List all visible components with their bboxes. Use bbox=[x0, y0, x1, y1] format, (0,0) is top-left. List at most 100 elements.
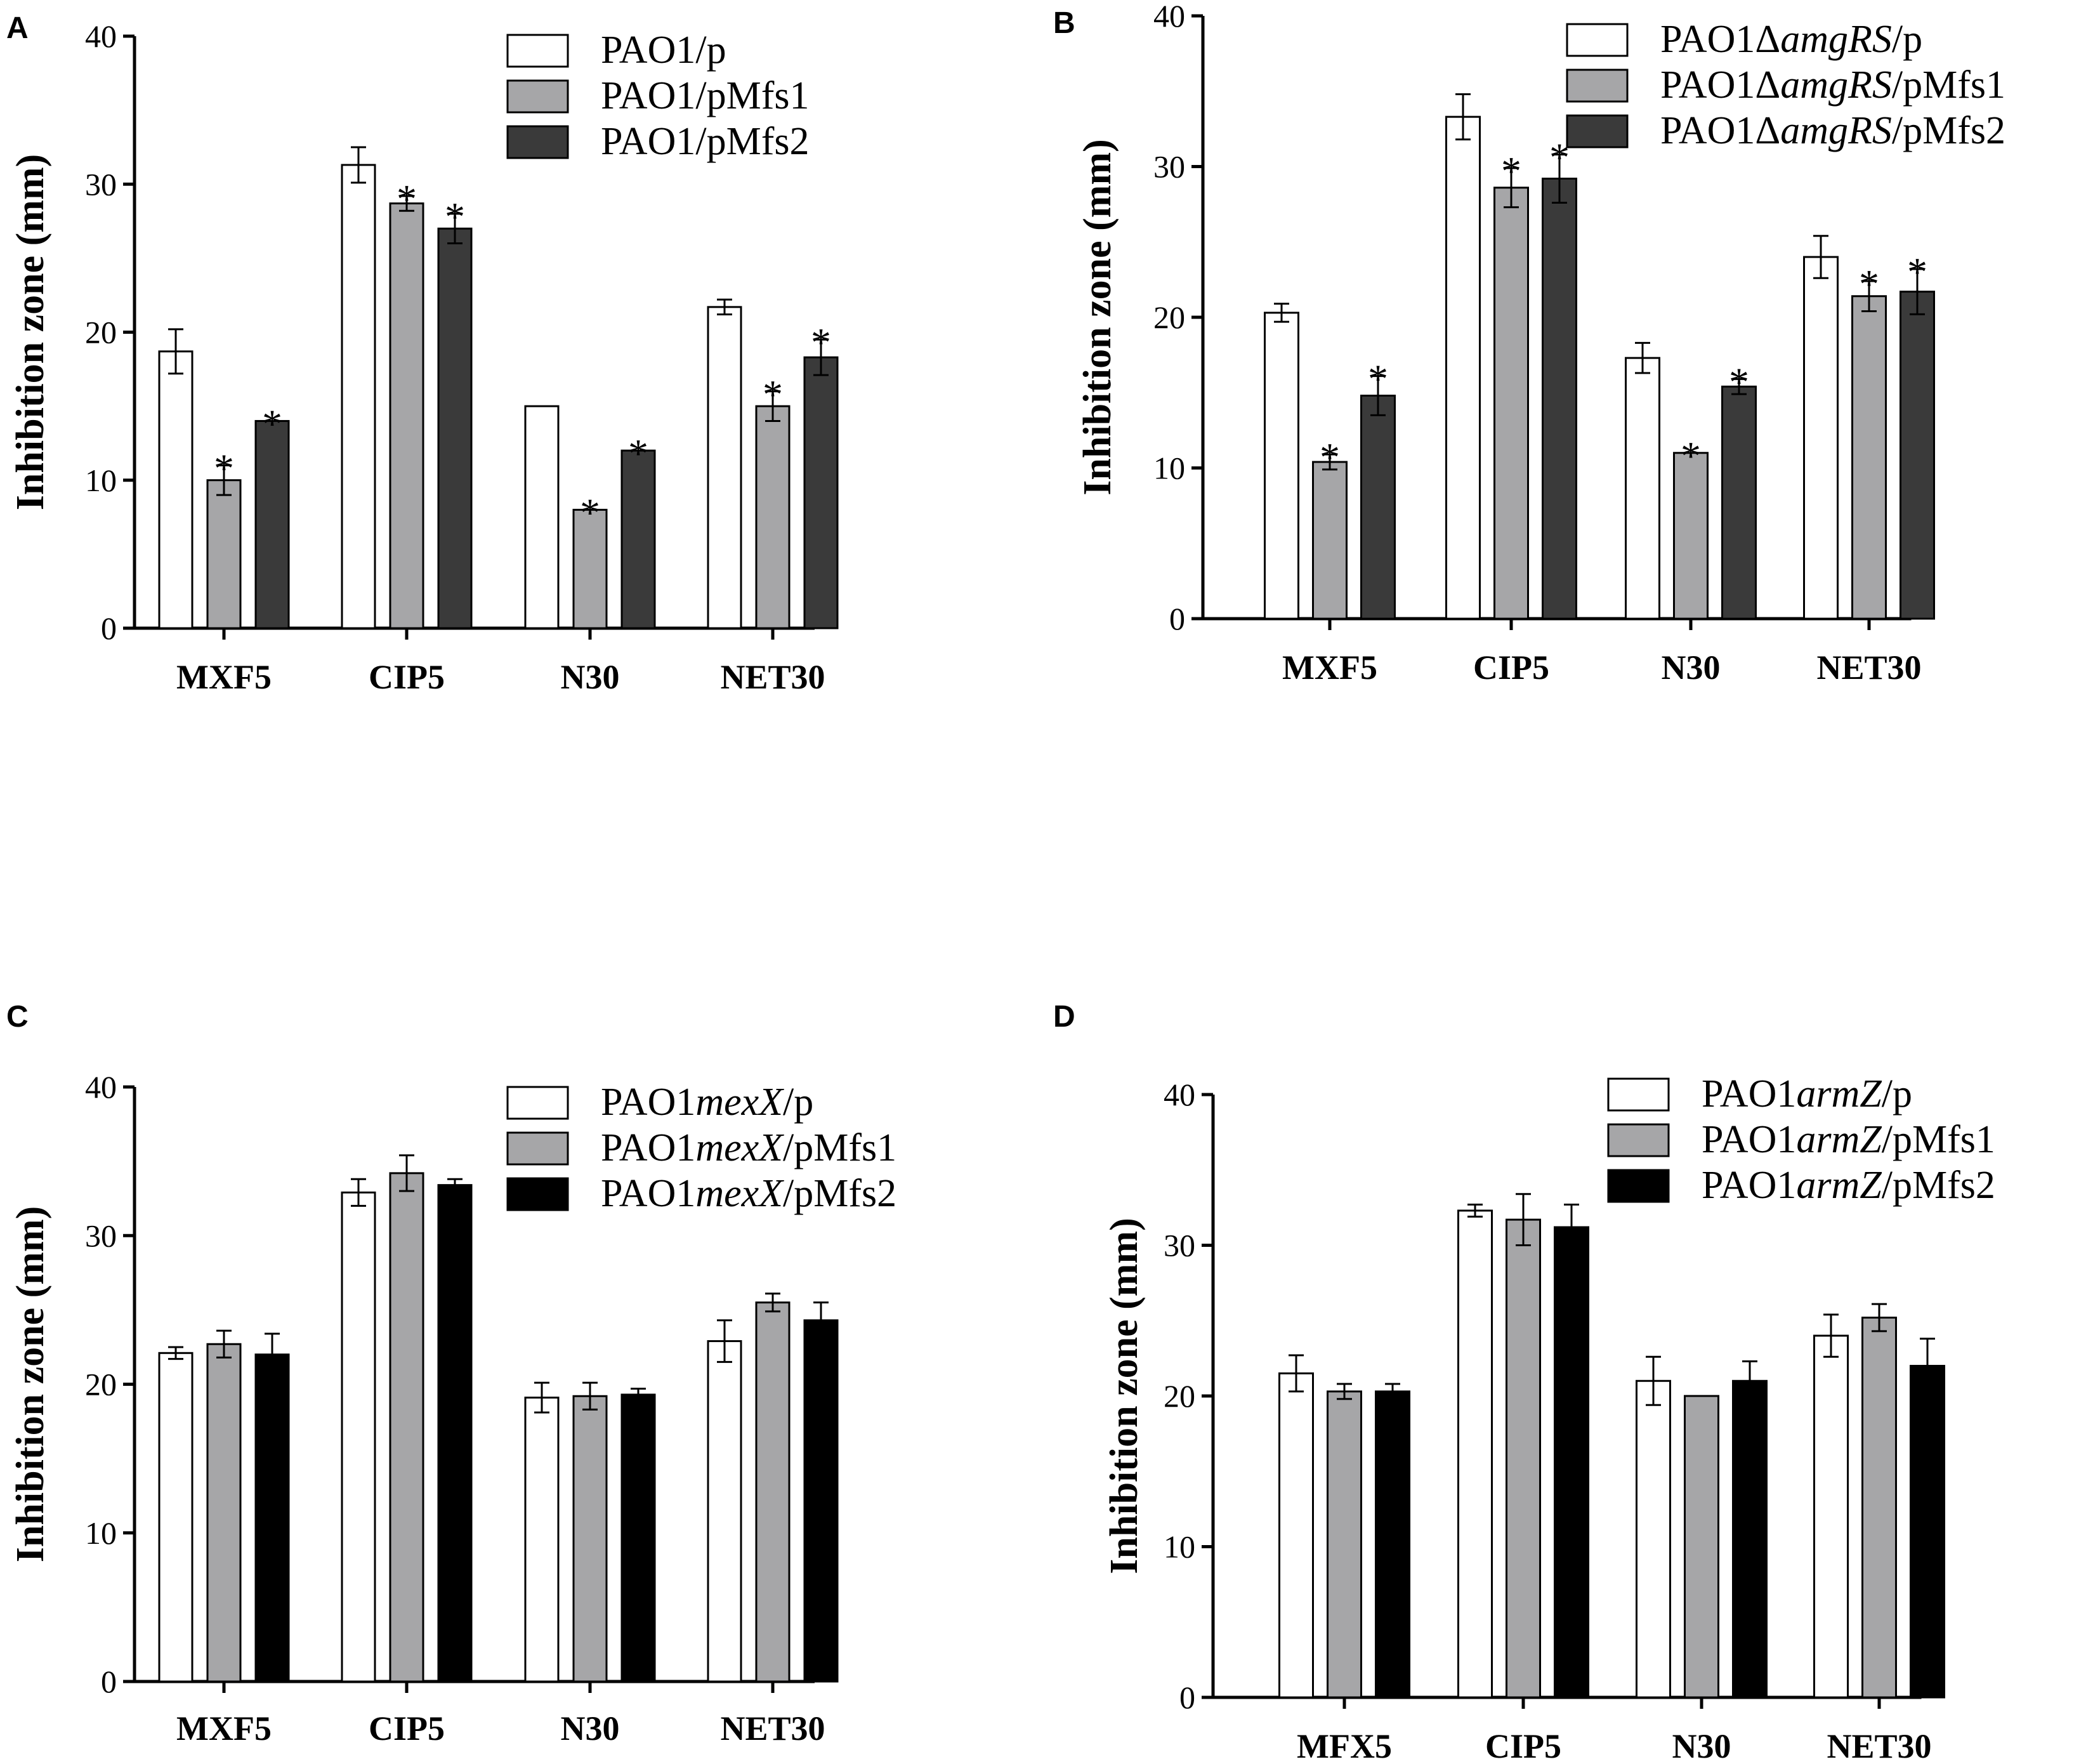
y-tick-label: 20 bbox=[1153, 299, 1185, 335]
y-tick-label: 30 bbox=[1153, 149, 1185, 185]
significance-star: * bbox=[1320, 435, 1340, 480]
legend-label: PAO1armZ/p bbox=[1702, 1072, 1912, 1116]
panel-letter: B bbox=[1053, 6, 1075, 40]
bar bbox=[1457, 1209, 1493, 1699]
category-label: MXF5 bbox=[176, 658, 272, 696]
legend-swatch bbox=[506, 79, 569, 114]
bar bbox=[1554, 1226, 1589, 1699]
legend-swatch bbox=[1607, 1123, 1670, 1157]
y-tick-label: 40 bbox=[1153, 0, 1185, 34]
y-tick-label: 0 bbox=[1179, 1680, 1195, 1715]
legend-swatch bbox=[506, 1177, 569, 1211]
bar bbox=[1312, 461, 1348, 620]
legend-label: PAO1ΔamgRS/p bbox=[1660, 18, 1922, 61]
panel-A: A 0 10 20 30 40 Inhibition zone (mm) MXF5 * * CIP5… bbox=[6, 11, 839, 696]
y-tick-label: 40 bbox=[1164, 1077, 1195, 1112]
legend-swatch bbox=[1566, 114, 1629, 148]
bar bbox=[206, 479, 242, 629]
bar bbox=[1542, 178, 1577, 620]
panel-C: C 0 10 20 30 40 Inhibition zone (mm) MXF5 CIP5 N3… bbox=[6, 1000, 896, 1748]
category-label: NET30 bbox=[1827, 1727, 1931, 1761]
category-label: N30 bbox=[1662, 648, 1721, 687]
bar bbox=[620, 1393, 656, 1683]
legend-label: PAO1ΔamgRS/pMfs1 bbox=[1660, 63, 2005, 107]
legend-label: PAO1/p bbox=[601, 29, 726, 72]
category-label: N30 bbox=[1672, 1727, 1731, 1761]
y-tick-label: 30 bbox=[1164, 1228, 1195, 1263]
legend-label: PAO1/pMfs1 bbox=[601, 74, 809, 117]
y-axis-title: Inhibition zone (mm) bbox=[1103, 1218, 1146, 1574]
y-axis-title: Inhibition zone (mm) bbox=[1076, 139, 1119, 495]
significance-star: * bbox=[1501, 148, 1521, 194]
panel-letter: D bbox=[1053, 1000, 1075, 1034]
significance-star: * bbox=[397, 176, 417, 221]
y-tick-label: 30 bbox=[85, 1218, 117, 1253]
significance-star: * bbox=[580, 490, 600, 535]
y-tick-label: 0 bbox=[101, 610, 117, 646]
significance-star: * bbox=[763, 372, 783, 417]
y-axis-title: Inhibition zone (mm) bbox=[9, 1206, 52, 1562]
y-tick-label: 10 bbox=[85, 463, 117, 498]
bar bbox=[1732, 1379, 1768, 1699]
legend-label: PAO1mexX/pMfs2 bbox=[601, 1172, 896, 1215]
category-label: MFX5 bbox=[1297, 1727, 1392, 1761]
bar bbox=[1327, 1390, 1362, 1699]
legend-swatch bbox=[506, 125, 569, 159]
bar bbox=[389, 1172, 424, 1683]
panel-letter: A bbox=[6, 11, 29, 45]
bar bbox=[1625, 357, 1660, 620]
y-tick-label: 20 bbox=[1164, 1378, 1195, 1414]
bar bbox=[1861, 1317, 1897, 1699]
significance-star: * bbox=[1907, 249, 1927, 294]
category-label: MXF5 bbox=[176, 1709, 272, 1748]
bar bbox=[254, 1353, 290, 1683]
bar bbox=[1910, 1365, 1945, 1699]
bar bbox=[254, 419, 290, 629]
bar bbox=[572, 1395, 608, 1683]
legend-label: PAO1/pMfs2 bbox=[601, 120, 809, 163]
bar bbox=[1813, 1334, 1849, 1699]
category-label: CIP5 bbox=[1485, 1727, 1561, 1761]
bar bbox=[1360, 395, 1396, 620]
bar bbox=[707, 306, 742, 629]
bar bbox=[803, 356, 839, 629]
significance-star: * bbox=[1368, 357, 1388, 402]
significance-star: * bbox=[1859, 261, 1879, 306]
bar bbox=[1278, 1372, 1314, 1699]
bar bbox=[1684, 1395, 1719, 1699]
category-label: NET30 bbox=[720, 658, 825, 696]
legend-label: PAO1armZ/pMfs2 bbox=[1702, 1164, 1995, 1207]
significance-star: * bbox=[214, 445, 234, 490]
y-tick-label: 10 bbox=[1153, 451, 1185, 486]
panel-D: D 0 10 20 30 40 Inhibition zone (mm) MFX5 CIP5 N3… bbox=[1053, 1000, 1995, 1764]
legend-swatch bbox=[1566, 23, 1629, 57]
bar bbox=[206, 1343, 242, 1683]
bar bbox=[1673, 452, 1709, 620]
bar bbox=[389, 202, 424, 629]
bar bbox=[341, 1191, 376, 1683]
significance-star: * bbox=[1729, 359, 1749, 404]
bar bbox=[524, 1397, 560, 1683]
y-tick-label: 0 bbox=[101, 1664, 117, 1699]
panel-letter: C bbox=[6, 1000, 29, 1034]
legend-swatch bbox=[1566, 69, 1629, 103]
bar bbox=[572, 508, 608, 629]
legend-label: PAO1mexX/pMfs1 bbox=[601, 1126, 896, 1169]
significance-star: * bbox=[1681, 433, 1701, 478]
category-label: CIP5 bbox=[369, 658, 445, 696]
bar bbox=[620, 449, 656, 629]
panel-B: B 0 10 20 30 40 Inhibition zone (mm) MXF5 * * CIP5… bbox=[1053, 0, 2005, 687]
category-label: NET30 bbox=[720, 1709, 825, 1748]
y-tick-label: 40 bbox=[85, 18, 117, 54]
legend-label: PAO1armZ/pMfs1 bbox=[1702, 1118, 1995, 1161]
y-tick-label: 40 bbox=[85, 1069, 117, 1105]
legend-swatch bbox=[506, 34, 569, 68]
bar bbox=[1493, 187, 1529, 620]
bar bbox=[437, 1184, 473, 1683]
y-tick-label: 10 bbox=[85, 1515, 117, 1551]
category-label: N30 bbox=[561, 1709, 620, 1748]
bar bbox=[1721, 385, 1757, 620]
category-label: N30 bbox=[561, 658, 620, 696]
significance-star: * bbox=[262, 401, 282, 446]
bar bbox=[803, 1319, 839, 1683]
